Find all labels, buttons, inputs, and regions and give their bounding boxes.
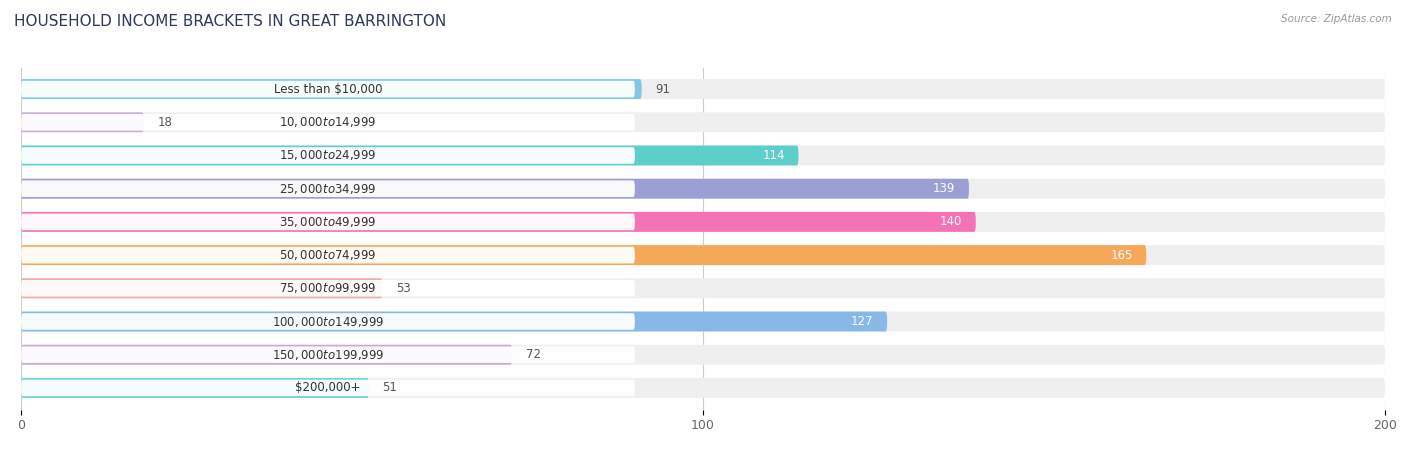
FancyBboxPatch shape: [21, 245, 1146, 265]
Text: 140: 140: [939, 216, 962, 229]
FancyBboxPatch shape: [21, 279, 382, 298]
FancyBboxPatch shape: [21, 378, 368, 398]
Text: $200,000+: $200,000+: [295, 382, 361, 394]
Text: $150,000 to $199,999: $150,000 to $199,999: [271, 348, 384, 362]
FancyBboxPatch shape: [21, 179, 969, 198]
Text: $50,000 to $74,999: $50,000 to $74,999: [280, 248, 377, 262]
FancyBboxPatch shape: [21, 212, 976, 232]
FancyBboxPatch shape: [21, 279, 1385, 298]
FancyBboxPatch shape: [21, 114, 636, 130]
FancyBboxPatch shape: [21, 147, 636, 164]
FancyBboxPatch shape: [21, 311, 887, 332]
FancyBboxPatch shape: [21, 212, 1385, 232]
FancyBboxPatch shape: [21, 145, 799, 166]
FancyBboxPatch shape: [21, 180, 636, 197]
Text: HOUSEHOLD INCOME BRACKETS IN GREAT BARRINGTON: HOUSEHOLD INCOME BRACKETS IN GREAT BARRI…: [14, 14, 446, 28]
FancyBboxPatch shape: [21, 81, 636, 97]
Text: 53: 53: [396, 282, 411, 295]
FancyBboxPatch shape: [21, 79, 1385, 99]
Text: $15,000 to $24,999: $15,000 to $24,999: [280, 148, 377, 162]
Text: 91: 91: [655, 83, 671, 95]
FancyBboxPatch shape: [21, 280, 636, 297]
FancyBboxPatch shape: [21, 112, 1385, 132]
Text: Source: ZipAtlas.com: Source: ZipAtlas.com: [1281, 14, 1392, 23]
Text: $25,000 to $34,999: $25,000 to $34,999: [280, 182, 377, 196]
Text: 114: 114: [762, 149, 785, 162]
FancyBboxPatch shape: [21, 311, 1385, 332]
FancyBboxPatch shape: [21, 313, 636, 330]
Text: 127: 127: [851, 315, 873, 328]
Text: $35,000 to $49,999: $35,000 to $49,999: [280, 215, 377, 229]
FancyBboxPatch shape: [21, 145, 1385, 166]
FancyBboxPatch shape: [21, 378, 1385, 398]
Text: $10,000 to $14,999: $10,000 to $14,999: [280, 115, 377, 129]
FancyBboxPatch shape: [21, 245, 1385, 265]
FancyBboxPatch shape: [21, 214, 636, 230]
Text: 18: 18: [157, 116, 173, 129]
Text: Less than $10,000: Less than $10,000: [274, 83, 382, 95]
FancyBboxPatch shape: [21, 247, 636, 263]
Text: 51: 51: [382, 382, 398, 394]
FancyBboxPatch shape: [21, 345, 1385, 364]
FancyBboxPatch shape: [21, 112, 143, 132]
FancyBboxPatch shape: [21, 345, 512, 364]
Text: 165: 165: [1111, 248, 1133, 261]
FancyBboxPatch shape: [21, 380, 636, 396]
Text: $75,000 to $99,999: $75,000 to $99,999: [280, 281, 377, 295]
Text: 72: 72: [526, 348, 541, 361]
FancyBboxPatch shape: [21, 179, 1385, 198]
FancyBboxPatch shape: [21, 346, 636, 363]
Text: 139: 139: [934, 182, 955, 195]
FancyBboxPatch shape: [21, 79, 641, 99]
Text: $100,000 to $149,999: $100,000 to $149,999: [271, 315, 384, 328]
